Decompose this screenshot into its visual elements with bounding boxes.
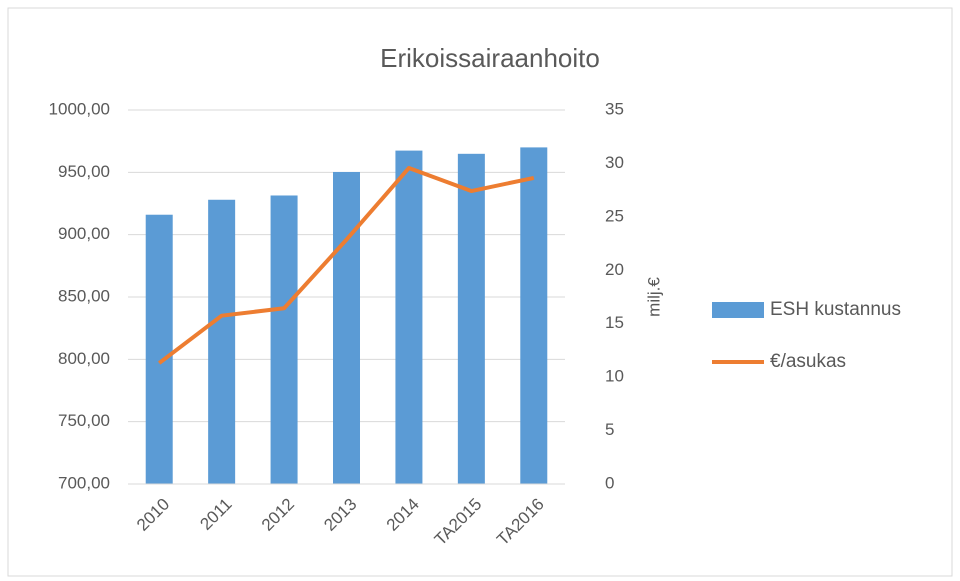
y2-axis-label: milj.€ bbox=[644, 277, 663, 317]
y2-tick-label: 15 bbox=[605, 313, 624, 332]
bar bbox=[457, 153, 485, 484]
y-tick-label: 950,00 bbox=[58, 162, 110, 181]
y-tick-label: 750,00 bbox=[58, 411, 110, 430]
y2-tick-label: 20 bbox=[605, 260, 624, 279]
y2-tick-label: 35 bbox=[605, 99, 624, 118]
legend-swatch bbox=[712, 302, 764, 318]
y2-tick-label: 0 bbox=[605, 473, 614, 492]
y-tick-label: 900,00 bbox=[58, 224, 110, 243]
y2-tick-label: 10 bbox=[605, 367, 624, 386]
legend-label: ESH kustannus bbox=[770, 299, 901, 320]
y-tick-label: 700,00 bbox=[58, 473, 110, 492]
chart-title: Erikoissairaanhoito bbox=[380, 43, 600, 73]
bar bbox=[145, 214, 173, 484]
bar bbox=[395, 150, 423, 484]
bar bbox=[333, 171, 360, 484]
y-tick-label: 1000,00 bbox=[49, 99, 110, 118]
y2-tick-label: 30 bbox=[605, 153, 624, 172]
y2-tick-label: 25 bbox=[605, 206, 624, 225]
y-tick-label: 800,00 bbox=[58, 349, 110, 368]
bar bbox=[520, 147, 548, 484]
bar bbox=[270, 195, 298, 484]
legend-label: €/asukas bbox=[770, 351, 846, 372]
line bbox=[158, 165, 535, 365]
y2-tick-label: 5 bbox=[605, 420, 614, 439]
y-tick-label: 850,00 bbox=[58, 286, 110, 305]
bar bbox=[208, 199, 236, 484]
